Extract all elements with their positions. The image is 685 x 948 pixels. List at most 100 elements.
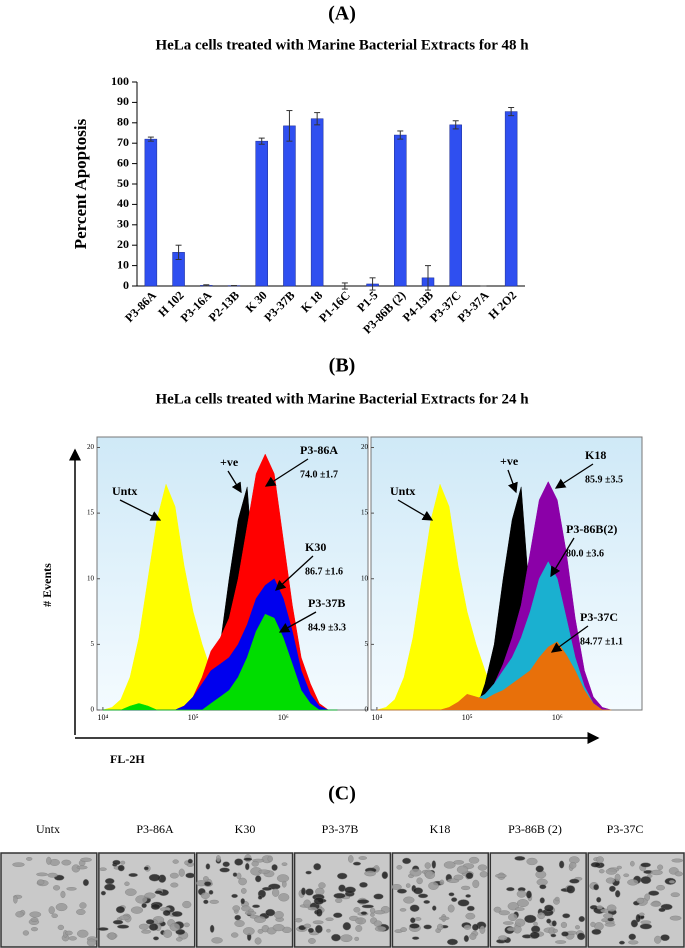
- cell: [112, 919, 124, 925]
- x-tick-label: P3-86A: [122, 288, 159, 325]
- cell: [364, 870, 376, 877]
- stat-label: 84.77 ±1.1: [580, 636, 623, 647]
- cell: [240, 898, 246, 905]
- cell: [261, 886, 272, 891]
- cell: [153, 936, 159, 941]
- cell: [148, 873, 161, 882]
- cell: [657, 864, 664, 871]
- cell: [453, 860, 465, 865]
- cell: [405, 883, 411, 888]
- cell: [104, 878, 115, 885]
- cell: [53, 885, 61, 891]
- cell: [596, 896, 602, 903]
- x-tick-label: P3-37B: [261, 288, 297, 324]
- cell: [453, 874, 464, 881]
- annotation-arrow: [275, 555, 314, 591]
- cell: [219, 867, 230, 873]
- stat-label: 80.0 ±3.6: [566, 548, 604, 559]
- micrograph: [97, 852, 196, 948]
- cell: [294, 918, 303, 923]
- cell: [272, 888, 280, 897]
- cell: [472, 879, 480, 889]
- cell: [48, 906, 55, 915]
- cell: [252, 904, 261, 908]
- cell: [211, 937, 223, 944]
- cell: [648, 890, 660, 896]
- cell: [333, 892, 346, 899]
- image-label: P3-86B (2): [508, 822, 562, 836]
- cell: [628, 940, 639, 945]
- annotation-arrow: [119, 499, 162, 521]
- y-tick-label: 90: [117, 94, 129, 108]
- cell: [402, 857, 412, 865]
- cell: [244, 910, 257, 916]
- cell: [424, 862, 431, 869]
- micrograph: [489, 852, 587, 948]
- cell: [312, 920, 324, 925]
- cell: [674, 871, 683, 877]
- cell: [359, 882, 368, 888]
- x-tick-label: P2-13B: [206, 288, 242, 324]
- cell: [175, 929, 186, 935]
- cell: [150, 903, 161, 910]
- cell: [562, 913, 571, 919]
- cell: [443, 861, 456, 869]
- cell: [169, 872, 179, 879]
- cell: [120, 860, 126, 865]
- cell: [558, 860, 565, 869]
- bar: [144, 138, 158, 287]
- y-tick-label: 20: [117, 237, 129, 251]
- cell: [337, 872, 348, 880]
- y-tick-label: 5: [91, 640, 95, 648]
- cell: [230, 932, 239, 938]
- error-bar: [258, 137, 265, 145]
- cell: [116, 924, 130, 929]
- x-tick-label: P3-37A: [455, 288, 492, 325]
- micrograph: [293, 852, 392, 948]
- cell: [68, 936, 77, 941]
- cell: [552, 928, 558, 933]
- cell: [506, 927, 516, 932]
- cell: [608, 885, 616, 892]
- annotation-arrow: [550, 537, 575, 578]
- panel-label: (C): [328, 783, 356, 805]
- cell: [162, 909, 171, 917]
- cell: [100, 890, 106, 896]
- cell: [590, 921, 596, 928]
- cell: [660, 934, 670, 942]
- cell: [546, 918, 552, 924]
- cell: [591, 928, 602, 935]
- cell: [303, 899, 312, 908]
- cell: [348, 855, 354, 863]
- cell: [479, 925, 486, 934]
- micrograph: [0, 852, 98, 948]
- cell: [537, 912, 546, 920]
- cell: [315, 924, 323, 934]
- stat-label: 74.0 ±1.7: [300, 469, 338, 480]
- error-bar: [147, 136, 154, 142]
- cell: [172, 859, 179, 864]
- cell: [640, 876, 652, 884]
- cell: [576, 932, 586, 941]
- cell: [12, 862, 25, 867]
- cell: [413, 887, 424, 895]
- cell: [169, 922, 181, 932]
- annotation-arrow: [278, 611, 317, 633]
- cell: [493, 906, 502, 913]
- cell: [301, 887, 306, 896]
- cell: [465, 912, 476, 920]
- cell: [143, 866, 149, 871]
- cell: [555, 940, 567, 944]
- x-tick-label: 10⁴: [98, 713, 109, 722]
- series-label: P3-86B(2): [566, 522, 617, 536]
- cell: [66, 887, 77, 891]
- cell: [36, 879, 45, 885]
- cell: [175, 937, 183, 942]
- cell: [606, 904, 617, 912]
- cell: [361, 904, 374, 909]
- bar: [449, 124, 462, 287]
- y-tick-label: 0: [91, 706, 95, 714]
- cell: [561, 931, 569, 937]
- cell: [258, 869, 270, 874]
- x-tick-label: 10⁵: [462, 713, 473, 722]
